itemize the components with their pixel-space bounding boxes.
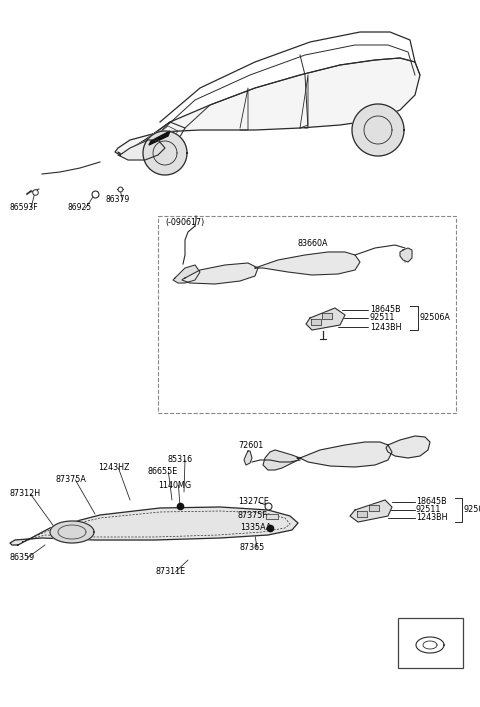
Polygon shape [182, 263, 258, 284]
Bar [398, 618, 463, 668]
Text: 83660A: 83660A [298, 240, 328, 248]
Polygon shape [357, 511, 367, 517]
Polygon shape [255, 252, 360, 275]
Polygon shape [115, 58, 420, 155]
Text: 86655E: 86655E [148, 467, 178, 477]
Polygon shape [50, 521, 94, 543]
Text: 92506A: 92506A [464, 506, 480, 515]
Text: 87311E: 87311E [155, 568, 185, 576]
Polygon shape [400, 248, 412, 262]
Text: 1243BH: 1243BH [370, 322, 401, 332]
Polygon shape [352, 104, 404, 156]
Polygon shape [149, 131, 170, 145]
Text: 1335AA: 1335AA [240, 523, 271, 532]
Text: 86359: 86359 [10, 554, 35, 563]
Polygon shape [297, 442, 392, 467]
Text: 1140MG: 1140MG [158, 481, 191, 489]
Text: 92506A: 92506A [420, 313, 451, 322]
Text: 87365: 87365 [240, 544, 265, 552]
Bar [158, 216, 456, 413]
Polygon shape [10, 507, 298, 545]
Text: 86593F: 86593F [10, 204, 38, 213]
Text: 85316: 85316 [168, 455, 193, 464]
Text: 18645B: 18645B [416, 498, 446, 506]
Text: 1243BH: 1243BH [416, 513, 447, 522]
Text: (-090617): (-090617) [165, 218, 204, 226]
Polygon shape [369, 505, 379, 511]
Polygon shape [118, 140, 165, 160]
Text: 92511: 92511 [416, 506, 442, 515]
Text: 72601: 72601 [238, 440, 263, 450]
Polygon shape [143, 131, 187, 175]
Polygon shape [263, 450, 300, 470]
Text: 87375F: 87375F [238, 511, 268, 520]
Text: 86379: 86379 [105, 196, 129, 204]
Polygon shape [244, 451, 252, 465]
Polygon shape [173, 265, 200, 283]
Polygon shape [266, 513, 278, 518]
Text: 86925: 86925 [68, 204, 92, 213]
Text: 87375A: 87375A [55, 476, 86, 484]
Text: 87312H: 87312H [10, 489, 41, 498]
Polygon shape [311, 319, 321, 325]
Polygon shape [322, 313, 332, 319]
Polygon shape [306, 308, 345, 330]
Text: 83397: 83397 [418, 619, 443, 629]
Polygon shape [350, 500, 392, 522]
Text: 1243HZ: 1243HZ [98, 464, 130, 472]
Polygon shape [386, 436, 430, 458]
Text: 1327CE: 1327CE [238, 498, 269, 506]
Text: 92511: 92511 [370, 313, 396, 322]
Text: 18645B: 18645B [370, 305, 401, 315]
